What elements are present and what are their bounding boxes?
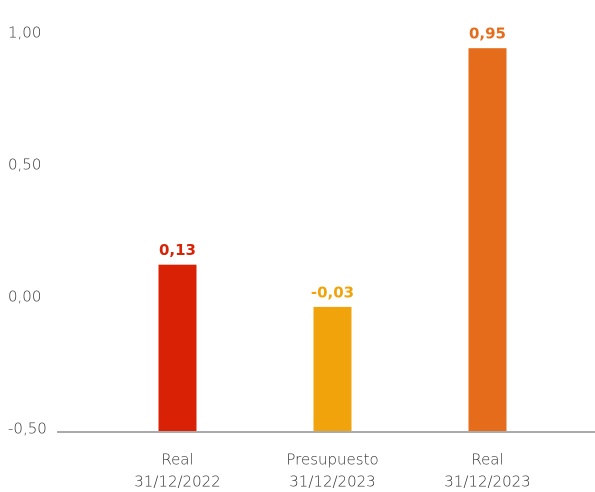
y-tick-label: -0,50 bbox=[8, 420, 47, 438]
y-tick-label: 1,00 bbox=[8, 24, 41, 42]
value-label: 0,95 bbox=[469, 25, 506, 43]
x-tick-label: Real bbox=[161, 451, 193, 469]
y-tick-label: 0,00 bbox=[8, 288, 41, 306]
x-tick-label: 31/12/2023 bbox=[289, 473, 375, 491]
x-tick-label: 31/12/2022 bbox=[134, 473, 220, 491]
bar bbox=[313, 306, 352, 431]
value-label: 0,13 bbox=[159, 241, 196, 259]
value-label: -0,03 bbox=[311, 283, 354, 301]
bar bbox=[468, 48, 507, 431]
x-tick-label: Presupuesto bbox=[286, 451, 378, 469]
x-tick-label: 31/12/2023 bbox=[444, 473, 530, 491]
x-tick-label: Real bbox=[471, 451, 503, 469]
bar bbox=[158, 264, 197, 431]
y-tick-label: 0,50 bbox=[8, 156, 41, 174]
